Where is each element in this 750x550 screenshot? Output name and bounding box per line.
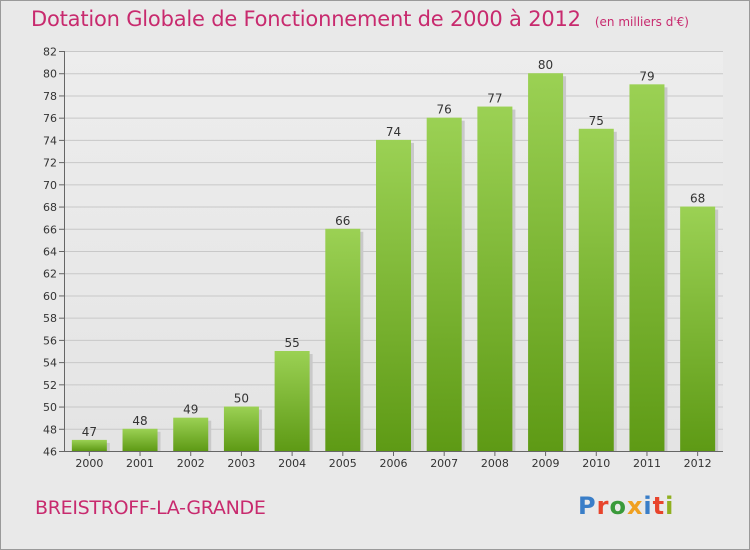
logo-letter: i bbox=[643, 492, 653, 520]
proxiti-logo: Proxiti bbox=[578, 492, 674, 520]
data-label: 50 bbox=[234, 392, 249, 406]
bar bbox=[578, 128, 614, 451]
y-tick-label: 50 bbox=[43, 401, 57, 414]
x-tick-label: 2011 bbox=[633, 457, 661, 470]
logo-letter: r bbox=[596, 492, 610, 520]
y-tick-label: 80 bbox=[43, 68, 57, 81]
y-tick-label: 66 bbox=[43, 223, 57, 236]
bar bbox=[426, 117, 462, 452]
y-tick-label: 54 bbox=[43, 357, 57, 370]
x-tick-label: 2004 bbox=[278, 457, 306, 470]
data-label: 66 bbox=[335, 214, 350, 228]
bar bbox=[680, 206, 716, 451]
x-tick-label: 2000 bbox=[75, 457, 103, 470]
x-tick-label: 2009 bbox=[532, 457, 560, 470]
logo-letter: i bbox=[665, 492, 675, 520]
data-label: 68 bbox=[690, 192, 705, 206]
bar bbox=[477, 106, 513, 452]
logo-letter: x bbox=[626, 492, 644, 520]
data-label: 75 bbox=[589, 114, 604, 128]
data-label: 47 bbox=[82, 425, 97, 439]
bar bbox=[122, 428, 158, 451]
logo-letter: P bbox=[578, 492, 597, 520]
y-tick-label: 82 bbox=[43, 46, 57, 59]
x-tick-label: 2005 bbox=[329, 457, 357, 470]
y-tick-label: 52 bbox=[43, 379, 57, 392]
y-tick-label: 46 bbox=[43, 446, 57, 459]
x-tick-label: 2003 bbox=[227, 457, 255, 470]
bar bbox=[173, 417, 209, 451]
bar bbox=[325, 228, 361, 451]
data-label: 76 bbox=[437, 103, 452, 117]
y-tick-label: 62 bbox=[43, 268, 57, 281]
bar bbox=[376, 139, 411, 451]
data-label: 80 bbox=[538, 58, 553, 72]
y-tick-label: 58 bbox=[43, 312, 57, 325]
data-label: 48 bbox=[132, 414, 147, 428]
chart-title: Dotation Globale de Fonctionnement de 20… bbox=[31, 7, 689, 31]
data-label: 77 bbox=[487, 92, 502, 106]
bar bbox=[629, 84, 665, 451]
x-tick-label: 2006 bbox=[380, 457, 408, 470]
x-tick-label: 2008 bbox=[481, 457, 509, 470]
axis-layer bbox=[59, 51, 723, 456]
bar bbox=[71, 439, 107, 451]
y-tick-label: 78 bbox=[43, 90, 57, 103]
y-tick-label: 60 bbox=[43, 290, 57, 303]
data-label: 79 bbox=[639, 69, 654, 83]
x-tick-label: 2010 bbox=[582, 457, 610, 470]
y-tick-label: 68 bbox=[43, 201, 57, 214]
data-label: 55 bbox=[284, 336, 299, 350]
y-tick-label: 76 bbox=[43, 112, 57, 125]
y-tick-label: 74 bbox=[43, 134, 57, 147]
commune-name: BREISTROFF-LA-GRANDE bbox=[35, 497, 266, 519]
label-layer: 46 48 50 52 54 56 58 60 62 64 66 68 70 72 74 76 78 80 82 47… bbox=[43, 46, 712, 471]
y-tick-label: 72 bbox=[43, 157, 57, 170]
x-tick-label: 2012 bbox=[684, 457, 712, 470]
bar bbox=[528, 73, 564, 451]
bar bbox=[274, 351, 310, 451]
logo-letter: t bbox=[652, 492, 666, 520]
x-tick-label: 2001 bbox=[126, 457, 154, 470]
unit-note: (en milliers d'€) bbox=[594, 15, 689, 29]
logo-letter: o bbox=[609, 492, 627, 520]
bar bbox=[223, 406, 259, 451]
y-tick-label: 56 bbox=[43, 334, 57, 347]
data-label: 49 bbox=[183, 403, 198, 417]
y-tick-label: 64 bbox=[43, 246, 57, 259]
bar-layer bbox=[71, 73, 719, 452]
y-tick-label: 70 bbox=[43, 179, 57, 192]
title-text: Dotation Globale de Fonctionnement de 20… bbox=[31, 7, 581, 31]
data-label: 74 bbox=[386, 125, 401, 139]
x-tick-label: 2007 bbox=[430, 457, 458, 470]
y-tick-label: 48 bbox=[43, 423, 57, 436]
x-tick-label: 2002 bbox=[177, 457, 205, 470]
